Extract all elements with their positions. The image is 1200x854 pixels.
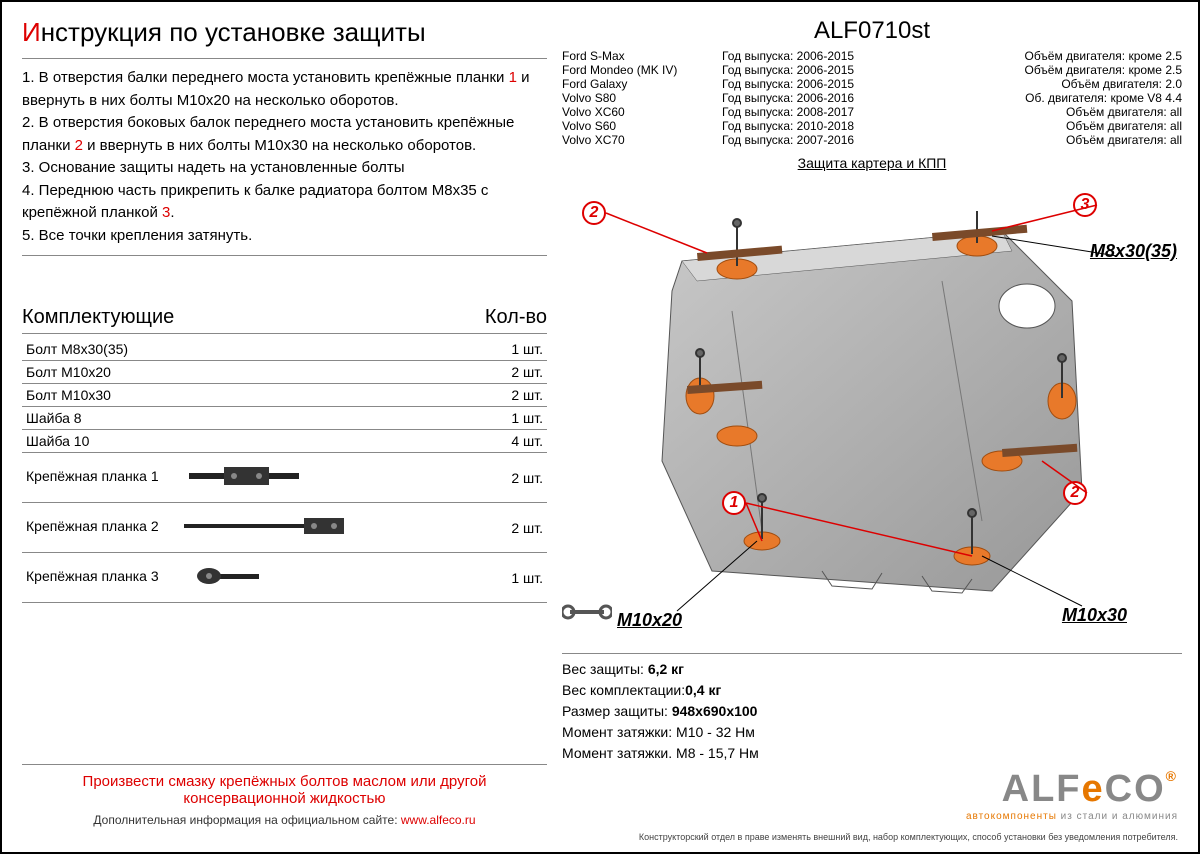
instruction-sheet: Инструкция по установке защиты 1. В отве… [0,0,1200,854]
footer-link: Дополнительная информация на официальном… [22,813,547,827]
vehicle-model: Volvo XC60 [562,105,722,119]
bracket-row: Крепёжная планка 22 шт. [22,503,547,553]
instruction-step: 5. Все точки крепления затянуть. [22,225,547,248]
parts-row: Шайба 104 шт. [22,430,547,453]
spec-row: Момент затяжки. М8 - 15,7 Нм [562,743,1182,764]
parts-row: Болт М10х202 шт. [22,361,547,384]
bracket-row: Крепёжная планка 12 шт. [22,453,547,503]
vehicle-year: Год выпуска: 2008-2017 [722,105,902,119]
vehicle-engine: Об. двигателя: кроме V8 4.4 [902,91,1182,105]
vehicle-model: Ford Mondeo (MK IV) [562,63,722,77]
parts-table: Болт М8х30(35)1 шт.Болт М10х202 шт.Болт … [22,338,547,603]
vehicle-model: Volvo S80 [562,91,722,105]
vehicle-engine: Объём двигателя: кроме 2.5 [902,49,1182,63]
brand-logo: ALFeCO® автокомпоненты из стали и алюмин… [966,768,1178,822]
parts-row: Болт М8х30(35)1 шт. [22,338,547,361]
main-title: Инструкция по установке защиты [22,17,547,48]
parts-row: Шайба 81 шт. [22,407,547,430]
parts-row: Болт М10х302 шт. [22,384,547,407]
vehicle-year: Год выпуска: 2006-2015 [722,77,902,91]
vehicle-engine: Объём двигателя: all [902,105,1182,119]
specifications: Вес защиты: 6,2 кгВес комплектации:0,4 к… [562,659,1182,764]
vehicle-engine: Объём двигателя: all [902,119,1182,133]
vehicle-year: Год выпуска: 2006-2015 [722,49,902,63]
bolt-m10x20-label: M10x20 [617,610,682,631]
callout-3: 3 [1073,193,1097,217]
vehicle-model: Ford Galaxy [562,77,722,91]
disclaimer: Конструкторский отдел в праве изменять в… [639,832,1178,842]
callout-2: 2 [582,201,606,225]
parts-title: Комплектующие [22,306,174,329]
instruction-step: 1. В отверстия балки переднего моста уст… [22,67,547,112]
vehicle-year: Год выпуска: 2010-2018 [722,119,902,133]
right-column: ALF0710st Ford S-MaxFord Mondeo (MK IV)F… [562,17,1182,764]
vehicle-engine: Объём двигателя: 2.0 [902,77,1182,91]
footer-warning: Произвести смазку крепёжных болтов масло… [22,764,547,827]
instruction-step: 4. Переднюю часть прикрепить к балке рад… [22,180,547,225]
vehicle-year: Год выпуска: 2006-2016 [722,91,902,105]
bolt-m10x30-label: M10x30 [1062,605,1127,626]
installation-diagram: 2 3 1 2 M8x30(35) M10x20 M10x30 [562,181,1182,651]
callout-1: 1 [722,491,746,515]
vehicle-model: Volvo XC70 [562,133,722,147]
left-column: Инструкция по установке защиты 1. В отве… [22,17,547,603]
vehicle-model: Ford S-Max [562,49,722,63]
vehicle-model: Volvo S60 [562,119,722,133]
vehicle-year: Год выпуска: 2007-2016 [722,133,902,147]
qty-title: Кол-во [485,306,547,329]
part-number: ALF0710st [562,17,1182,45]
bracket-row: Крепёжная планка 31 шт. [22,553,547,603]
vehicle-engine: Объём двигателя: all [902,133,1182,147]
callout-2b: 2 [1063,481,1087,505]
skid-plate-drawing [642,211,1102,611]
spec-row: Размер защиты: 948х690х100 [562,701,1182,722]
parts-header: Комплектующие Кол-во [22,306,547,334]
protection-type: Защита картера и КПП [562,155,1182,171]
spec-row: Момент затяжки: М10 - 32 Нм [562,722,1182,743]
vehicle-list: Ford S-MaxFord Mondeo (MK IV)Ford Galaxy… [562,49,1182,153]
instructions-block: 1. В отверстия балки переднего моста уст… [22,58,547,256]
vehicle-year: Год выпуска: 2006-2015 [722,63,902,77]
instruction-step: 3. Основание защиты надеть на установлен… [22,157,547,180]
wrench-icon [562,603,612,621]
vehicle-engine: Объём двигателя: кроме 2.5 [902,63,1182,77]
bolt-m8-label: M8x30(35) [1090,241,1177,262]
spec-row: Вес защиты: 6,2 кг [562,659,1182,680]
spec-row: Вес комплектации:0,4 кг [562,680,1182,701]
instruction-step: 2. В отверстия боковых балок переднего м… [22,112,547,157]
